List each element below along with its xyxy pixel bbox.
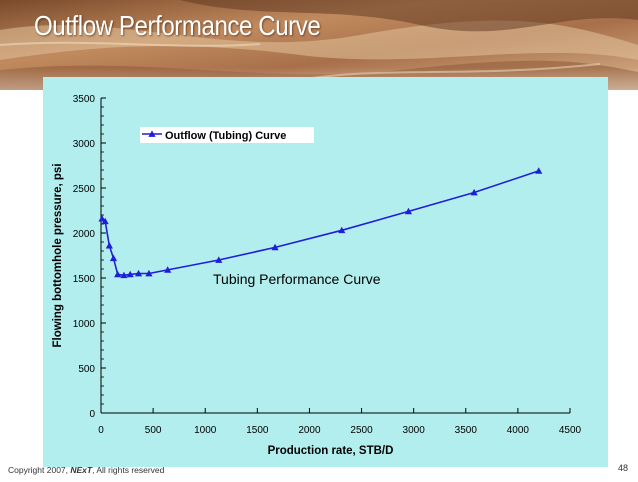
data-point-marker: [101, 217, 109, 225]
legend-label: Outflow (Tubing) Curve: [165, 130, 286, 142]
x-tick-label: 2000: [298, 425, 321, 436]
y-tick-label: 3500: [73, 94, 96, 105]
data-point-marker: [126, 270, 134, 278]
data-point-marker: [114, 270, 122, 278]
x-tick-label: 4000: [507, 425, 530, 436]
data-point-marker: [109, 254, 118, 262]
x-tick-label: 4500: [559, 425, 582, 436]
data-point-marker: [105, 242, 113, 249]
legend-marker-swatch: [148, 130, 156, 137]
curve-annotation: Tubing Performance Curve: [213, 271, 381, 287]
copyright-brand: NExT: [70, 465, 93, 475]
series-line: [101, 170, 539, 277]
y-tick-label: 3000: [73, 139, 96, 150]
data-point-marker: [134, 269, 143, 277]
data-point-marker: [145, 269, 153, 277]
y-tick-label: 0: [89, 409, 95, 420]
page-number: 48: [617, 463, 628, 473]
copyright-suffix: , All rights reserved: [92, 465, 165, 475]
copyright-prefix: Copyright 2007,: [8, 465, 71, 475]
copyright-notice: Copyright 2007, NExT, All rights reserve…: [8, 465, 164, 475]
x-tick-label: 500: [145, 425, 162, 436]
data-point-marker: [164, 266, 172, 273]
x-axis-title: Production rate, STB/D: [268, 445, 394, 457]
x-tick-label: 1000: [194, 425, 217, 436]
data-point-marker: [470, 188, 478, 196]
data-point-marker: [404, 207, 413, 215]
data-point-marker: [215, 256, 223, 263]
y-tick-label: 2500: [73, 184, 96, 195]
legend-box: [140, 127, 314, 143]
data-point-marker: [271, 243, 279, 251]
data-point-marker: [98, 215, 106, 222]
data-point-marker: [338, 226, 346, 234]
y-tick-label: 1500: [73, 274, 96, 285]
x-tick-label: 3500: [455, 425, 478, 436]
x-tick-label: 2500: [350, 425, 373, 436]
data-point-marker: [535, 167, 543, 174]
x-tick-label: 3000: [403, 425, 426, 436]
slide-title: Outflow Performance Curve: [34, 10, 321, 41]
y-axis-title: Flowing bottomhole pressure, psi: [52, 163, 64, 347]
y-tick-label: 500: [78, 364, 95, 375]
chart-panel-background: [43, 77, 608, 467]
data-point-marker: [120, 271, 128, 279]
y-tick-label: 1000: [73, 319, 96, 330]
x-tick-label: 1500: [246, 425, 269, 436]
y-tick-label: 2000: [73, 229, 96, 240]
x-tick-label: 0: [98, 425, 104, 436]
